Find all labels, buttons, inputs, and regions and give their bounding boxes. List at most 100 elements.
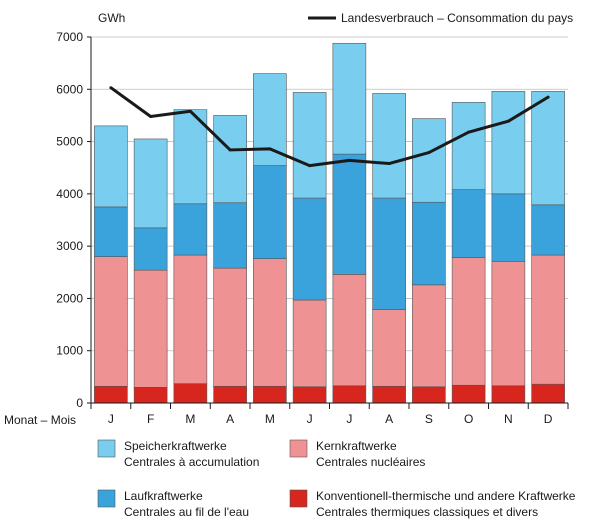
bar-segment	[451, 189, 486, 258]
y-tick-label: 3000	[56, 239, 83, 253]
consumption-point	[427, 151, 431, 155]
bar-segment	[531, 204, 565, 256]
bar-segment	[332, 385, 367, 404]
legend-label-fr: Centrales nucléaires	[316, 455, 425, 469]
bar-segment	[531, 383, 565, 404]
bar-segment	[412, 201, 446, 286]
y-tick-label: 2000	[56, 291, 83, 305]
bar-segment	[491, 91, 526, 195]
consumption-point	[506, 119, 510, 123]
legend: Landesverbrauch – Consommation du pays Sp…	[97, 11, 576, 519]
consumption-point	[347, 158, 351, 162]
bar-segment	[372, 93, 406, 199]
y-tick-label: 6000	[56, 82, 83, 96]
bar-segment	[173, 203, 208, 256]
x-tick-label: A	[385, 412, 393, 426]
bar-segment	[412, 284, 446, 388]
bar-segment	[253, 165, 287, 259]
legend-swatch	[97, 439, 116, 458]
bar-segment	[491, 193, 526, 262]
bar-segment	[173, 254, 208, 384]
legend-swatch	[289, 439, 308, 458]
x-tick-label: J	[307, 412, 313, 426]
consumption-point	[149, 114, 153, 118]
consumption-point	[546, 95, 550, 99]
legend-label-fr: Centrales au fil de l'eau	[124, 505, 249, 519]
bar-segment	[412, 118, 446, 203]
x-tick-label: F	[147, 412, 154, 426]
y-unit-label: GWh	[98, 11, 125, 25]
consumption-point	[387, 162, 391, 166]
x-tick-label: J	[108, 412, 114, 426]
consumption-line-group	[109, 86, 550, 168]
legend-label: Konventionell-thermische und andere Kraf…	[316, 489, 576, 503]
bar-segment	[451, 257, 486, 386]
x-tick-label: S	[425, 412, 433, 426]
y-tick-label: 4000	[56, 187, 83, 201]
y-tick-label: 7000	[56, 30, 83, 44]
y-tick-label: 5000	[56, 135, 83, 149]
legend-label: Kernkraftwerke	[316, 439, 397, 453]
legend-line-label: Landesverbrauch – Consommation du pays	[341, 11, 573, 25]
bar-segment	[133, 138, 168, 229]
consumption-line	[109, 86, 549, 168]
consumption-point	[467, 130, 471, 134]
bar-segment	[94, 385, 128, 404]
x-tick-label: M	[185, 412, 195, 426]
bar-segment	[292, 92, 327, 199]
axes: 0 1000 2000 3000 4000 5000 6000 7000 J F M A M J J A S O N…	[4, 11, 569, 427]
x-tick-label: M	[265, 412, 275, 426]
plot-area	[91, 37, 568, 403]
bar-segment	[451, 102, 486, 190]
consumption-point	[308, 164, 312, 168]
x-tick-label: N	[504, 412, 513, 426]
bar-segment	[451, 384, 486, 404]
bar-segment	[213, 115, 247, 204]
x-tick-label: A	[226, 412, 234, 426]
bar-segment	[531, 91, 565, 206]
bar-segment	[253, 73, 287, 166]
y-tick-label: 0	[76, 396, 83, 410]
bar-segment	[133, 227, 168, 271]
bar-segment	[133, 387, 168, 404]
bar-segment	[332, 42, 367, 155]
bar-segment	[531, 254, 565, 385]
bar-segment	[213, 267, 247, 387]
bar-segment	[173, 109, 208, 205]
legend-label-fr: Centrales à accumulation	[124, 455, 259, 469]
bar-segment	[332, 153, 367, 275]
consumption-point	[268, 147, 272, 151]
bar-segment	[253, 385, 287, 404]
x-tick-label: J	[346, 412, 352, 426]
consumption-point	[228, 148, 232, 152]
grid-lines	[91, 36, 568, 404]
bar-segment	[213, 385, 247, 404]
x-axis-label: Monat – Mois	[4, 413, 76, 427]
legend-swatch	[97, 489, 116, 508]
legend-label: Speicherkraftwerke	[124, 439, 227, 453]
bars	[94, 42, 565, 404]
x-tick-label: O	[464, 412, 473, 426]
bar-segment	[332, 274, 367, 387]
y-tick-label: 1000	[56, 344, 83, 358]
x-tick-label: D	[544, 412, 553, 426]
bar-segment	[133, 269, 168, 388]
bar-segment	[213, 202, 247, 269]
consumption-point	[188, 109, 192, 113]
bar-segment	[292, 299, 327, 388]
legend-label-fr: Centrales thermiques classiques et diver…	[316, 505, 538, 519]
bar-segment	[173, 383, 208, 404]
bar-segment	[372, 197, 406, 310]
bar-segment	[292, 386, 327, 404]
bar-segment	[491, 385, 526, 404]
bar-segment	[412, 386, 446, 404]
bar-segment	[372, 385, 406, 404]
bar-segment	[253, 258, 287, 387]
consumption-point	[109, 86, 113, 90]
bar-segment	[292, 197, 327, 301]
bar-segment	[94, 206, 128, 257]
bar-segment	[372, 309, 406, 387]
legend-swatch	[289, 489, 308, 508]
bar-segment	[94, 125, 128, 208]
legend-label: Laufkraftwerke	[124, 489, 203, 503]
